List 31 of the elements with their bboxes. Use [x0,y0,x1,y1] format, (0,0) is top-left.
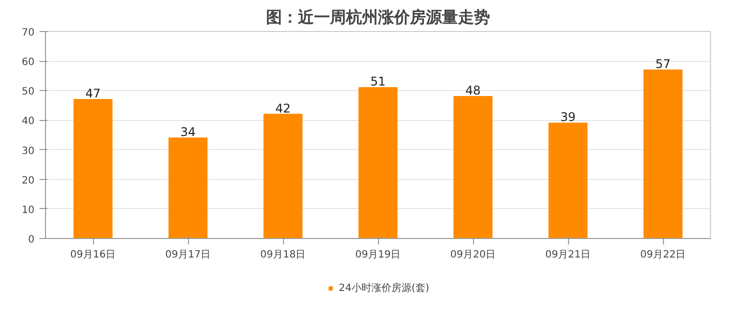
bar [644,69,682,238]
y-tick-label: 60 [22,57,35,68]
bar [454,96,492,238]
y-tick-label: 50 [22,86,35,98]
x-tick-label: 09月18日 [260,250,306,260]
data-label: 42 [275,101,291,116]
bar [74,99,112,238]
legend-label: 24小时涨价房源(套) [338,282,430,295]
x-tick-label: 09月19日 [355,250,401,260]
x-tick-label: 09月16日 [70,250,116,260]
y-tick-label: 0 [28,234,35,246]
bar [548,122,588,238]
x-tick-label: 09月20日 [450,250,496,260]
data-label: 48 [465,84,481,98]
data-label: 51 [370,74,386,89]
chart-title: 图：近一周杭州涨价房源量走势 [266,8,490,26]
bar [168,137,208,238]
y-tick-label: 10 [22,204,35,216]
bar [358,87,398,238]
y-tick-label: 20 [22,175,35,186]
x-tick-label: 09月22日 [640,250,686,260]
x-tick-label: 09月21日 [545,250,591,260]
y-tick-label: 30 [22,146,35,157]
x-tick-label: 09月17日 [165,250,211,260]
data-label: 39 [560,110,576,124]
bar [264,114,302,238]
data-label: 47 [85,86,101,101]
data-label: 34 [180,124,196,139]
y-tick-label: 70 [22,28,35,38]
data-label: 57 [655,56,671,71]
y-tick-label: 40 [22,116,35,128]
